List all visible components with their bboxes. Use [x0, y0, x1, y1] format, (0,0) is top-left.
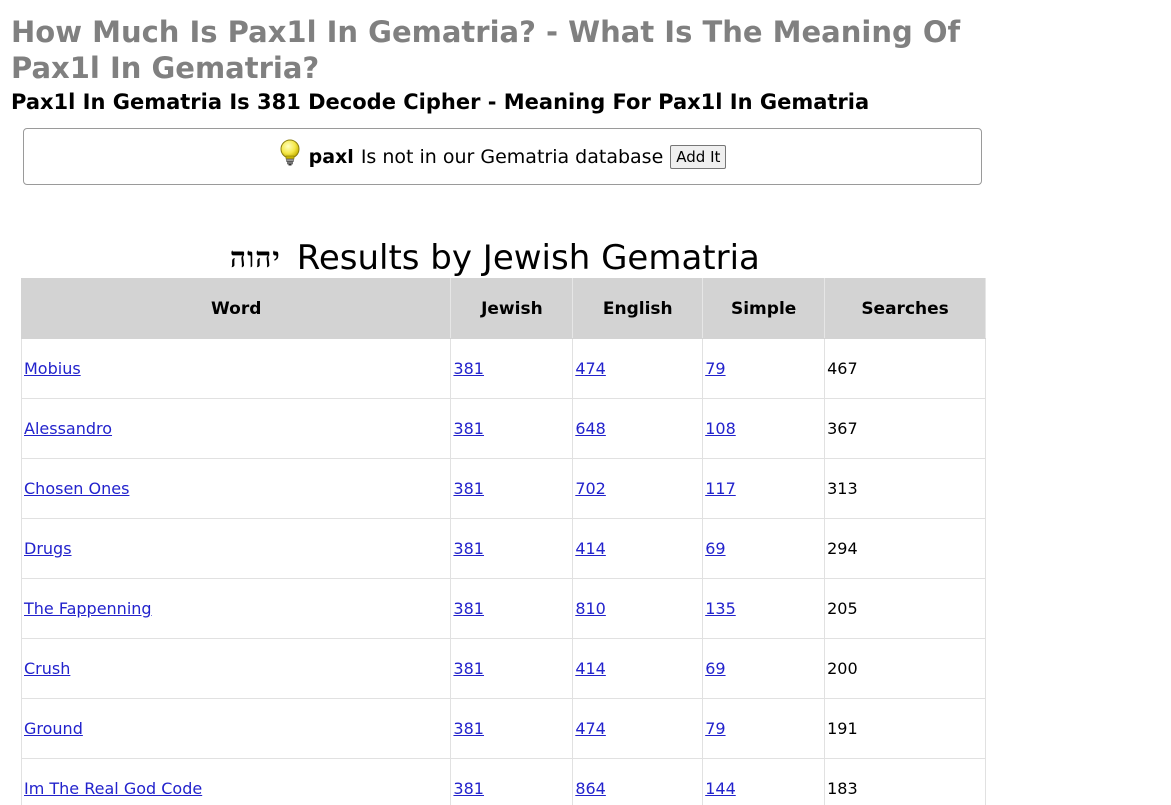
jewish-value-link[interactable]: 381 — [453, 599, 484, 618]
searches-count: 200 — [824, 638, 986, 699]
word-link[interactable]: Ground — [24, 719, 83, 738]
word-link[interactable]: Crush — [24, 659, 71, 678]
simple-value-link[interactable]: 69 — [705, 659, 726, 678]
table-row: Crush 381 414 69 200 — [20, 638, 986, 699]
jewish-value-link[interactable]: 381 — [453, 779, 484, 798]
english-value-link[interactable]: 474 — [575, 719, 606, 738]
table-row: Mobius 381 474 79 467 — [20, 338, 986, 399]
searches-count: 467 — [824, 338, 986, 399]
searched-word: paxl — [308, 145, 354, 168]
jewish-value-link[interactable]: 381 — [453, 359, 484, 378]
jewish-value-link[interactable]: 381 — [453, 479, 484, 498]
results-heading: יהוה Results by Jewish Gematria — [230, 236, 760, 280]
lightbulb-icon — [279, 139, 301, 167]
searches-count: 294 — [824, 518, 986, 579]
jewish-value-link[interactable]: 381 — [453, 659, 484, 678]
english-value-link[interactable]: 864 — [575, 779, 606, 798]
jewish-value-link[interactable]: 381 — [453, 719, 484, 738]
simple-value-link[interactable]: 79 — [705, 359, 726, 378]
simple-value-link[interactable]: 108 — [705, 419, 736, 438]
add-it-button[interactable]: Add It — [670, 144, 727, 169]
searches-count: 367 — [824, 398, 986, 459]
table-row: Ground 381 474 79 191 — [20, 698, 986, 759]
word-link[interactable]: The Fappenning — [24, 599, 152, 618]
simple-value-link[interactable]: 144 — [705, 779, 736, 798]
word-link[interactable]: Drugs — [24, 539, 72, 558]
english-value-link[interactable]: 474 — [575, 359, 606, 378]
english-value-link[interactable]: 810 — [575, 599, 606, 618]
word-link[interactable]: Im The Real God Code — [24, 779, 203, 798]
simple-value-link[interactable]: 135 — [705, 599, 736, 618]
page-title: How Much Is Pax1l In Gematria? - What Is… — [11, 15, 961, 85]
notice-message: Is not in our Gematria database — [360, 145, 664, 168]
not-in-database-notice: paxl Is not in our Gematria database Add… — [23, 128, 982, 185]
results-table: Word Jewish English Simple Searches Mobi… — [20, 278, 986, 805]
word-link[interactable]: Mobius — [24, 359, 81, 378]
english-value-link[interactable]: 702 — [575, 479, 606, 498]
page-subtitle: Pax1l In Gematria Is 381 Decode Cipher -… — [11, 90, 870, 114]
column-header-searches: Searches — [824, 278, 986, 339]
results-title: Results by Jewish Gematria — [296, 238, 760, 278]
table-row: Im The Real God Code 381 864 144 183 — [20, 758, 986, 805]
column-header-simple: Simple — [702, 278, 826, 339]
searches-count: 313 — [824, 458, 986, 519]
word-link[interactable]: Chosen Ones — [24, 479, 130, 498]
searches-count: 205 — [824, 578, 986, 639]
jewish-value-link[interactable]: 381 — [453, 419, 484, 438]
searches-count: 183 — [824, 758, 986, 805]
simple-value-link[interactable]: 69 — [705, 539, 726, 558]
table-row: Chosen Ones 381 702 117 313 — [20, 458, 986, 519]
simple-value-link[interactable]: 117 — [705, 479, 736, 498]
english-value-link[interactable]: 414 — [575, 539, 606, 558]
column-header-jewish: Jewish — [450, 278, 574, 339]
simple-value-link[interactable]: 79 — [705, 719, 726, 738]
table-row: The Fappenning 381 810 135 205 — [20, 578, 986, 639]
searches-count: 191 — [824, 698, 986, 759]
table-header-row: Word Jewish English Simple Searches — [20, 278, 986, 339]
english-value-link[interactable]: 414 — [575, 659, 606, 678]
column-header-word: Word — [20, 278, 452, 339]
word-link[interactable]: Alessandro — [24, 419, 113, 438]
table-row: Alessandro 381 648 108 367 — [20, 398, 986, 459]
english-value-link[interactable]: 648 — [575, 419, 606, 438]
hebrew-yhwh-label: יהוה — [230, 241, 281, 274]
jewish-value-link[interactable]: 381 — [453, 539, 484, 558]
table-row: Drugs 381 414 69 294 — [20, 518, 986, 579]
column-header-english: English — [572, 278, 704, 339]
